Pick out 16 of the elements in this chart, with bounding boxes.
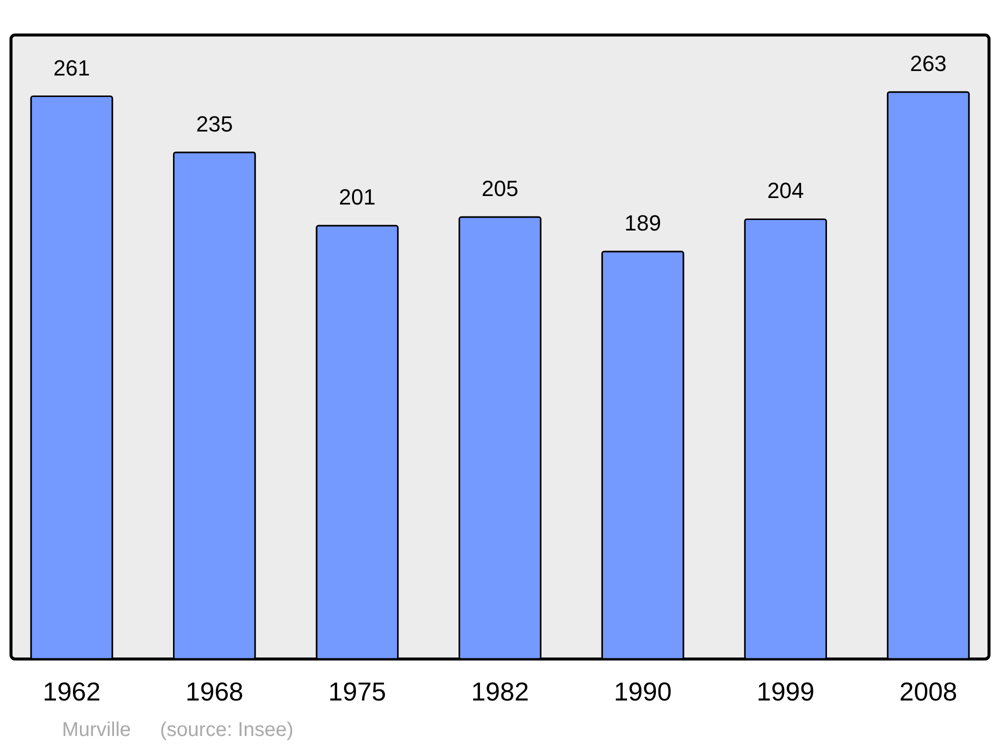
x-tick-label: 1999 bbox=[756, 676, 814, 706]
data-label: 204 bbox=[767, 178, 804, 204]
data-label: 205 bbox=[482, 176, 518, 202]
data-label: 189 bbox=[624, 210, 662, 236]
x-tick-label: 1968 bbox=[186, 676, 244, 706]
x-tick-label: 2008 bbox=[899, 676, 958, 706]
text: Murville bbox=[62, 719, 131, 741]
x-tick-label: 1962 bbox=[42, 676, 101, 706]
data-label: 263 bbox=[910, 51, 947, 76]
x-tick-label: 1975 bbox=[328, 676, 386, 706]
x-tick-label: 1990 bbox=[614, 676, 672, 706]
data-label: 261 bbox=[53, 55, 90, 80]
x-tick-label: 1982 bbox=[471, 676, 529, 706]
data-label: 201 bbox=[338, 184, 376, 210]
text: (source: Insee) bbox=[160, 719, 294, 741]
data-label: 235 bbox=[196, 111, 233, 136]
